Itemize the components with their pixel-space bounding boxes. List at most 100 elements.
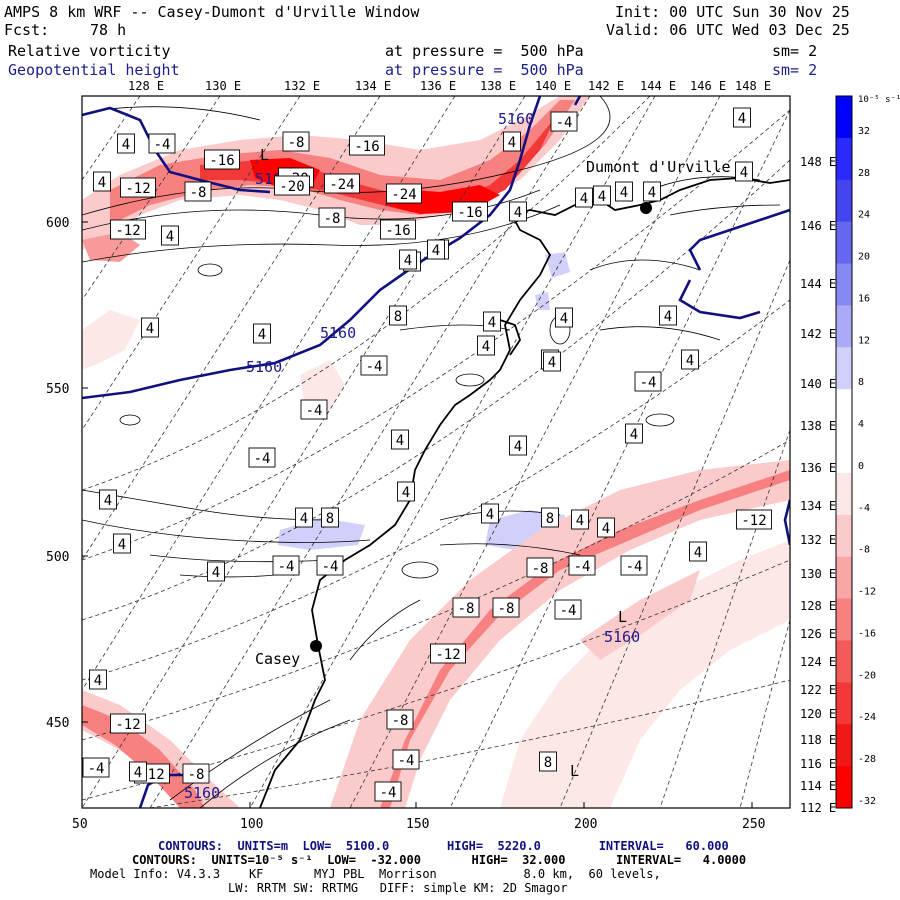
svg-text:5160: 5160 <box>604 628 640 646</box>
svg-text:-12: -12 <box>115 223 140 239</box>
top-lon-label: 132 E <box>284 79 320 93</box>
svg-text:4: 4 <box>98 175 106 191</box>
vorticity-label: 4 <box>597 517 615 538</box>
right-lon-label: 126 E <box>800 627 836 641</box>
colorbar-label: 20 <box>858 252 870 263</box>
valid-time: Valid: 06 UTC Wed 03 Dec 25 <box>606 21 850 39</box>
svg-text:4: 4 <box>396 433 404 449</box>
colorbar-label: -16 <box>858 628 876 639</box>
vorticity-label: -12 <box>736 509 772 530</box>
svg-text:-8: -8 <box>532 561 549 577</box>
svg-text:4: 4 <box>404 253 412 269</box>
low-marker: L <box>260 146 269 164</box>
model-info: Model Info: V4.3.3 KF MYJ PBL Morrison 8… <box>90 867 661 881</box>
svg-text:4: 4 <box>738 111 746 127</box>
vorticity-label: 4 <box>99 489 117 510</box>
vorticity-label: -12 <box>120 177 156 198</box>
svg-text:4: 4 <box>664 309 672 325</box>
vorticity-label: 4 <box>295 507 313 528</box>
right-lon-label: 144 E <box>800 277 836 291</box>
vorticity-shading <box>82 96 790 808</box>
top-lon-label: 146 E <box>690 79 726 93</box>
vorticity-label: -4 <box>316 555 344 576</box>
vorticity-label: -4 <box>272 555 300 576</box>
vorticity-contour-info: CONTOURS: UNITS=10⁻⁵ s⁻¹ LOW= -32.000 HI… <box>132 853 747 867</box>
y-tick-label: 500 <box>46 550 69 565</box>
colorbar-swatch <box>836 766 852 809</box>
x-tick-label: 150 <box>406 817 429 832</box>
vorticity-label: 4 <box>253 323 271 344</box>
map-plot-area: L L L 5160 5160 5160 5160 5160 5160 Case… <box>82 96 790 808</box>
svg-text:4: 4 <box>166 229 174 245</box>
right-lon-label: 128 E <box>800 599 836 613</box>
svg-text:4: 4 <box>122 137 130 153</box>
vorticity-label: 4 <box>733 107 751 128</box>
svg-text:4: 4 <box>580 191 588 207</box>
vorticity-label: -12 <box>430 643 466 664</box>
svg-text:-8: -8 <box>392 713 409 729</box>
right-lon-label: 118 E <box>800 733 836 747</box>
forecast-hours: 78 h <box>90 21 127 39</box>
vorticity-label: 4 <box>735 161 753 182</box>
physics-info: LW: RRTM SW: RRTMG DIFF: simple KM: 2D S… <box>228 881 568 895</box>
vorticity-label: 4 <box>509 201 527 222</box>
vorticity-label: 4 <box>659 305 677 326</box>
colorbar: 10⁻⁵ s⁻¹ 32 28 24 20 16 12 8 4 0 -4 -8 -12 -16 -20 -24… <box>835 95 900 809</box>
forecast-label: Fcst: <box>4 21 50 39</box>
y-tick-label: 450 <box>46 716 69 731</box>
svg-text:-4: -4 <box>560 603 577 619</box>
svg-text:-4: -4 <box>398 753 415 769</box>
colorbar-swatch <box>836 305 852 348</box>
svg-text:-8: -8 <box>190 185 207 201</box>
top-lon-label: 134 E <box>355 79 391 93</box>
colorbar-swatch <box>836 96 852 139</box>
vorticity-label: 4 <box>477 335 495 356</box>
vorticity-label: -8 <box>386 709 414 730</box>
svg-text:5160: 5160 <box>498 110 534 128</box>
svg-text:4: 4 <box>740 165 748 181</box>
svg-text:-24: -24 <box>391 187 416 203</box>
field2-name: Geopotential height <box>8 61 180 79</box>
vorticity-label: -4 <box>360 355 388 376</box>
vorticity-label: 4 <box>113 533 131 554</box>
svg-text:8: 8 <box>546 511 554 527</box>
svg-text:4: 4 <box>514 205 522 221</box>
right-lon-label: 146 E <box>800 219 836 233</box>
vorticity-label: -16 <box>452 201 488 222</box>
x-tick-label: 200 <box>574 817 597 832</box>
svg-text:-4: -4 <box>154 137 171 153</box>
colorbar-swatch <box>836 179 852 223</box>
svg-text:4: 4 <box>134 765 142 781</box>
x-tick-label: 100 <box>240 817 263 832</box>
top-lon-label: 142 E <box>588 79 624 93</box>
vorticity-label: -20 <box>274 175 310 196</box>
vorticity-label: 4 <box>117 133 135 154</box>
vorticity-label: 4 <box>129 761 147 782</box>
right-lon-label: 130 E <box>800 567 836 581</box>
svg-text:4: 4 <box>402 485 410 501</box>
x-tick-label: 50 <box>72 817 88 832</box>
colorbar-label: -8 <box>858 545 870 556</box>
top-lon-label: 138 E <box>480 79 516 93</box>
svg-text:8: 8 <box>394 309 402 325</box>
vorticity-label: -12 <box>110 713 146 734</box>
vorticity-label: 8 <box>539 751 557 772</box>
svg-text:-12: -12 <box>741 513 766 529</box>
field1-smoothing: sm= 2 <box>772 42 818 60</box>
svg-text:5160: 5160 <box>320 324 356 342</box>
vorticity-label: 4 <box>503 131 521 152</box>
svg-text:-16: -16 <box>457 205 482 221</box>
vorticity-label: 8 <box>321 507 339 528</box>
svg-text:4: 4 <box>508 135 516 151</box>
colorbar-label: 0 <box>858 461 864 472</box>
init-time: Init: 00 UTC Sun 30 Nov 25 <box>615 3 850 21</box>
right-lon-label: 116 E <box>800 757 836 771</box>
svg-text:4: 4 <box>118 537 126 553</box>
svg-text:-12: -12 <box>435 647 460 663</box>
right-lon-label: 122 E <box>800 683 836 697</box>
svg-text:4: 4 <box>576 513 584 529</box>
top-lon-label: 136 E <box>420 79 456 93</box>
right-lon-label: 120 E <box>800 707 836 721</box>
colorbar-swatch <box>836 598 852 641</box>
svg-text:8: 8 <box>544 755 552 771</box>
